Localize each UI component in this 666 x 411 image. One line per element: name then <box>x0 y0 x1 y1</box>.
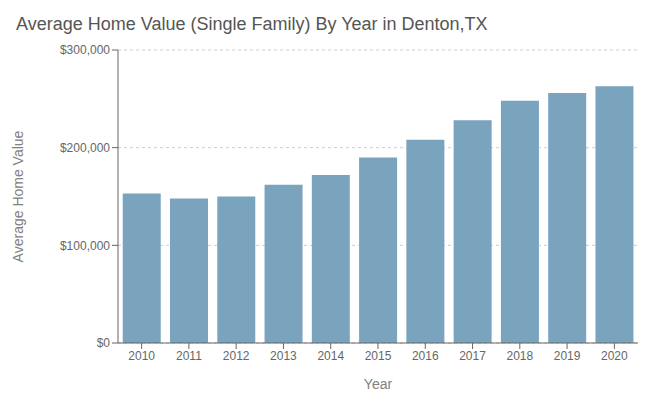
svg-text:$100,000: $100,000 <box>60 239 110 253</box>
svg-text:2015: 2015 <box>365 349 392 363</box>
svg-text:$0: $0 <box>97 336 111 350</box>
svg-text:Average Home Value: Average Home Value <box>10 130 26 262</box>
svg-text:2018: 2018 <box>506 349 533 363</box>
svg-text:Year: Year <box>364 376 393 392</box>
svg-text:2016: 2016 <box>412 349 439 363</box>
svg-text:$300,000: $300,000 <box>60 43 110 57</box>
svg-text:2010: 2010 <box>128 349 155 363</box>
svg-text:2020: 2020 <box>601 349 628 363</box>
svg-text:2017: 2017 <box>459 349 486 363</box>
svg-text:2012: 2012 <box>223 349 250 363</box>
svg-text:2014: 2014 <box>317 349 344 363</box>
html-text:Average Home Value (Single Fam: Average Home Value (Single Family) By Ye… <box>16 14 488 34</box>
svg-text:2019: 2019 <box>554 349 581 363</box>
svg-text:2013: 2013 <box>270 349 297 363</box>
svg-text:$200,000: $200,000 <box>60 141 110 155</box>
svg-text:2011: 2011 <box>176 349 202 363</box>
